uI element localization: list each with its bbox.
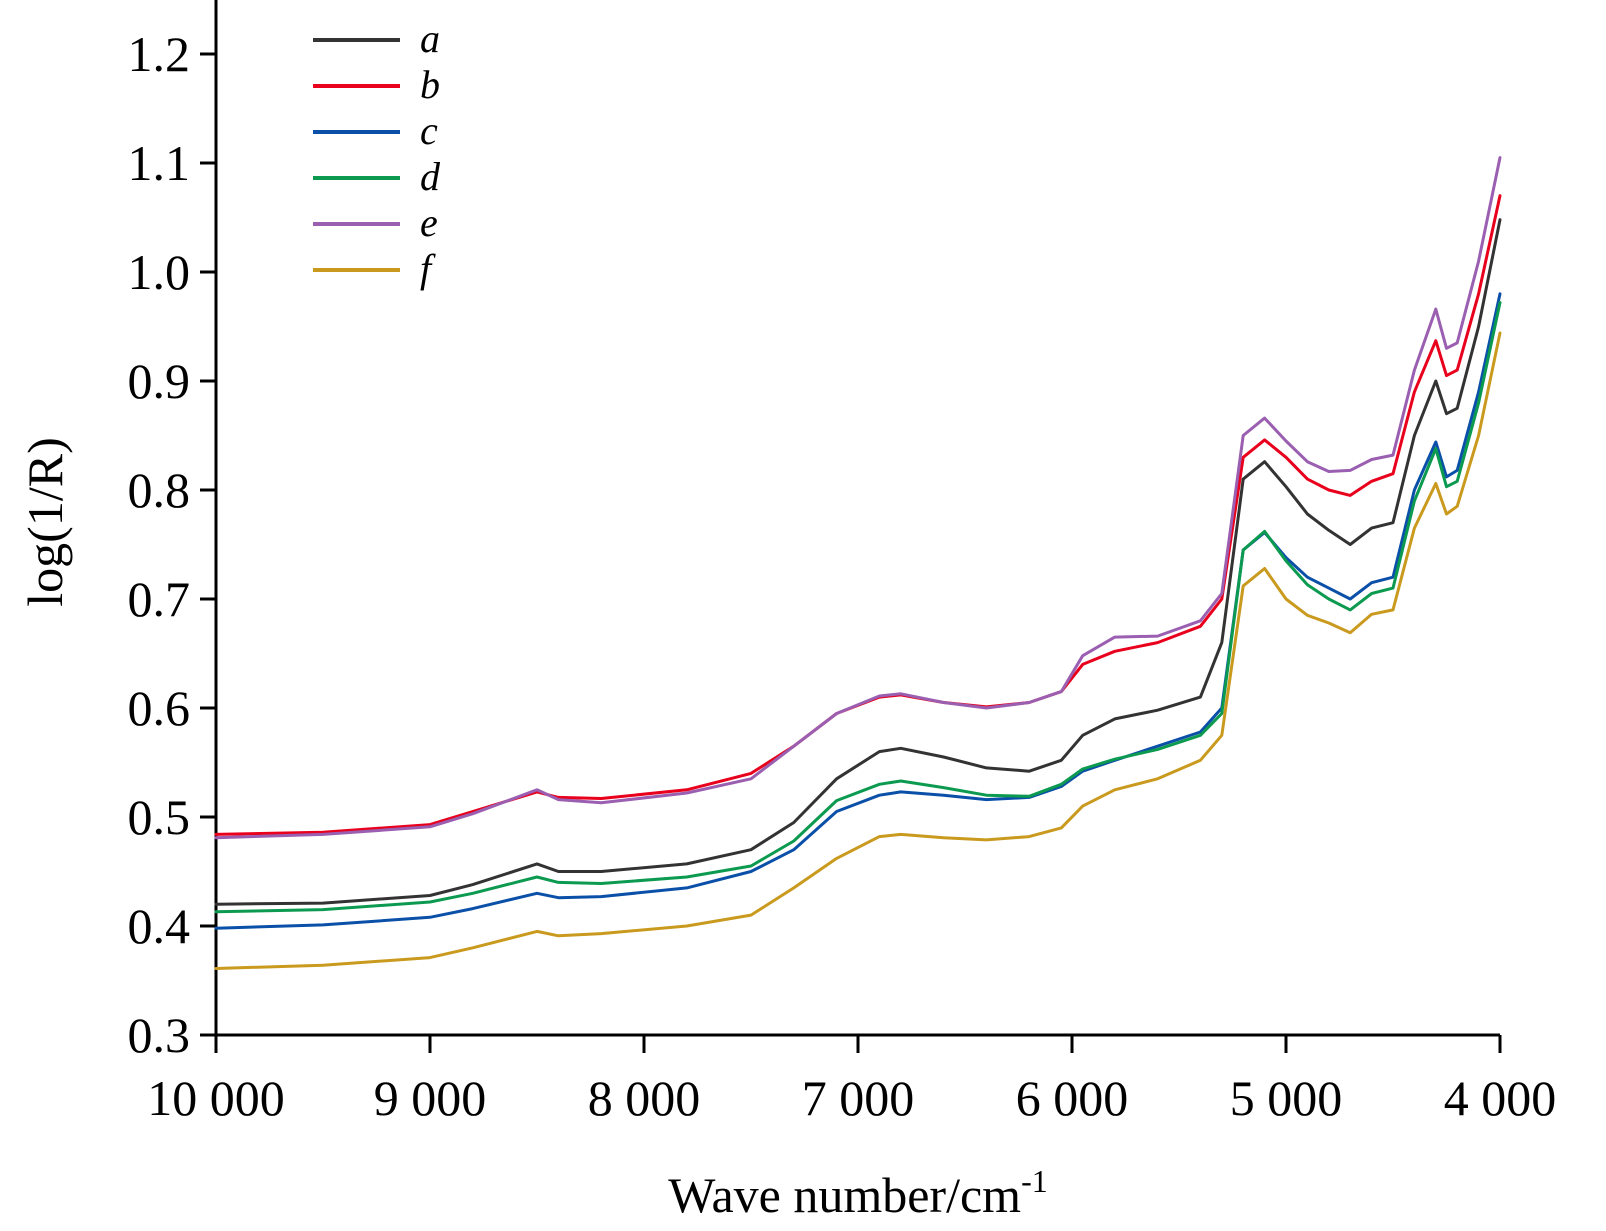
x-axis-title-superscript: -1 — [1021, 1163, 1048, 1199]
x-axis-title: Wave number/cm-1 — [668, 1163, 1047, 1223]
series-line-b — [214, 194, 1502, 836]
series-line-a — [214, 218, 1502, 906]
x-tick-label: 9 000 — [374, 1070, 487, 1126]
x-tick-label: 4 000 — [1444, 1070, 1557, 1126]
axes — [214, 0, 1500, 1037]
series-lines — [214, 156, 1502, 970]
legend-label-b: b — [420, 62, 440, 107]
y-tick-label: 1.2 — [128, 26, 191, 82]
x-tick-label: 5 000 — [1230, 1070, 1343, 1126]
legend-label-d: d — [420, 154, 441, 199]
legend-label-c: c — [420, 108, 438, 153]
x-tick-label: 6 000 — [1016, 1070, 1129, 1126]
x-axis-title-text: Wave number/cm — [668, 1167, 1021, 1223]
y-axis-ticks: 0.3 0.4 0.5 0.6 0.7 0.8 0.9 1.0 1.1 1.2 — [128, 26, 216, 1063]
y-tick-label: 0.8 — [128, 462, 191, 518]
series-line-f — [214, 331, 1502, 970]
x-axis-ticks: 10 000 9 000 8 000 7 000 6 000 5 000 4 000 — [147, 1035, 1556, 1126]
x-tick-label: 7 000 — [802, 1070, 915, 1126]
series-line-d — [214, 301, 1502, 914]
series-line-c — [214, 292, 1502, 930]
y-tick-label: 0.4 — [128, 898, 191, 954]
y-axis-title: log(1/R) — [17, 437, 73, 606]
y-tick-label: 1.1 — [128, 135, 191, 191]
y-tick-label: 0.7 — [128, 571, 191, 627]
legend-label-e: e — [420, 200, 438, 245]
x-tick-label: 10 000 — [147, 1070, 285, 1126]
y-tick-label: 0.3 — [128, 1007, 191, 1063]
legend-label-a: a — [420, 16, 440, 61]
series-line-e — [214, 156, 1502, 840]
y-tick-label: 0.9 — [128, 353, 191, 409]
y-tick-label: 0.5 — [128, 789, 191, 845]
y-tick-label: 1.0 — [128, 244, 191, 300]
x-tick-label: 8 000 — [588, 1070, 701, 1126]
y-tick-label: 0.6 — [128, 680, 191, 736]
legend-label-f: f — [420, 246, 436, 291]
